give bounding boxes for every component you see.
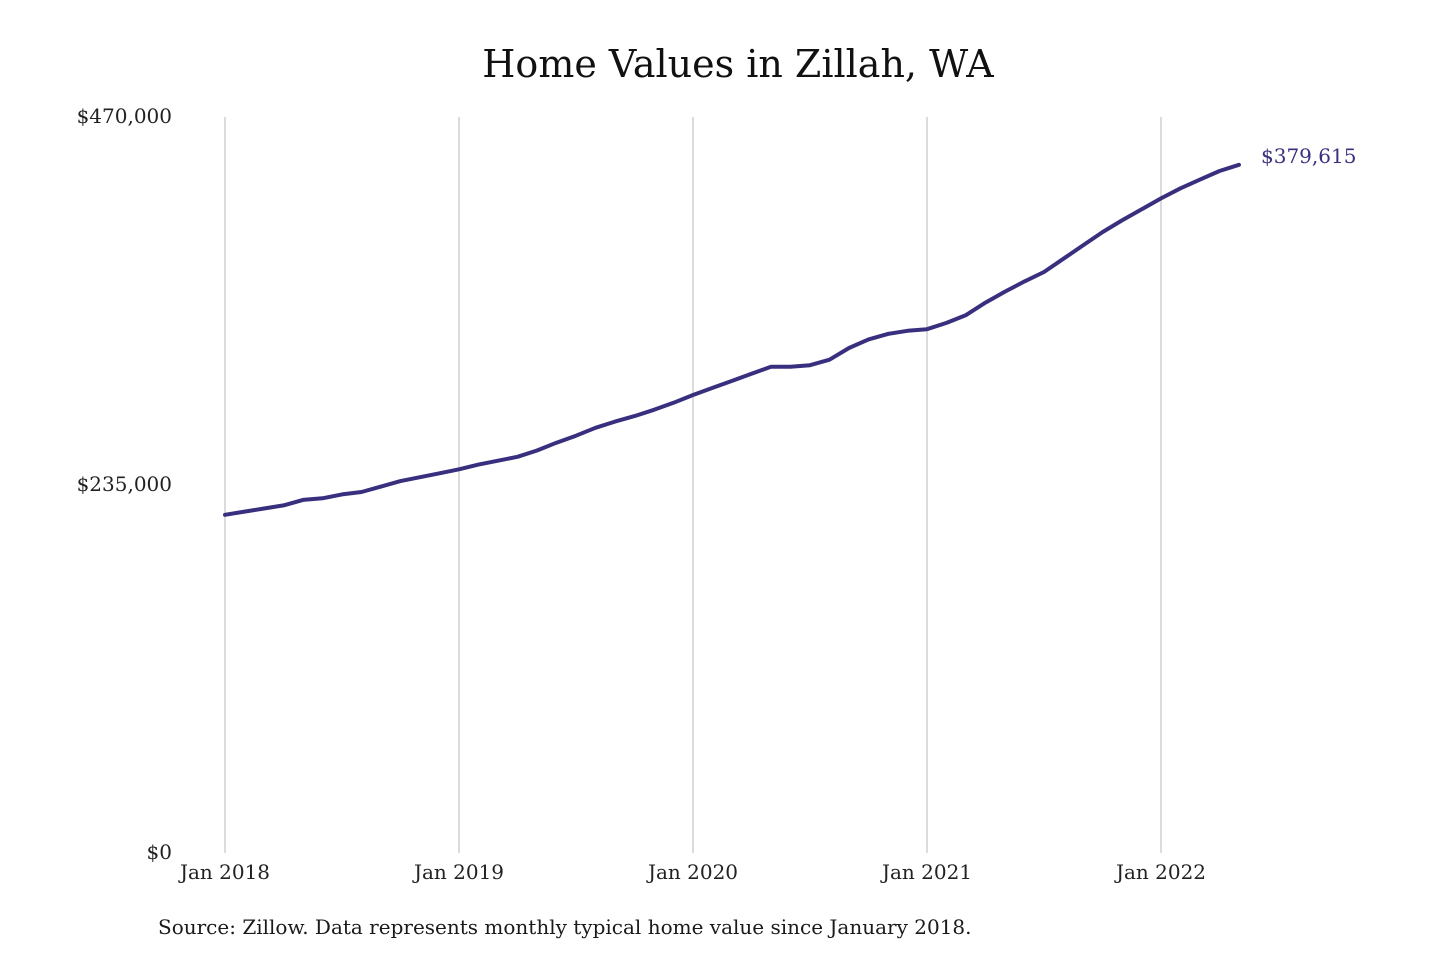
series-layer — [223, 162, 1241, 517]
series-line-0 — [223, 162, 1241, 517]
end-value-label: $379,615 — [1261, 144, 1356, 168]
x-tick-label: Jan 2018 — [178, 860, 270, 884]
y-tick-label: $235,000 — [77, 472, 172, 496]
x-tick-label: Jan 2022 — [1114, 860, 1206, 884]
x-tick-label: Jan 2020 — [646, 860, 738, 884]
grid-lines — [224, 117, 1162, 853]
y-tick-label: $0 — [147, 840, 172, 864]
y-tick-label: $470,000 — [77, 104, 172, 128]
source-note: Source: Zillow. Data represents monthly … — [158, 915, 972, 939]
x-tick-label: Jan 2021 — [880, 860, 972, 884]
data-labels: $379,615 — [1261, 144, 1356, 168]
x-tick-label: Jan 2019 — [412, 860, 504, 884]
y-axis-tick-labels: $0 $235,000 $470,000 — [77, 104, 172, 864]
chart-title: Home Values in Zillah, WA — [482, 42, 994, 86]
x-axis-tick-labels: Jan 2018 Jan 2019 Jan 2020 Jan 2021 Jan 2022 — [178, 860, 1206, 884]
